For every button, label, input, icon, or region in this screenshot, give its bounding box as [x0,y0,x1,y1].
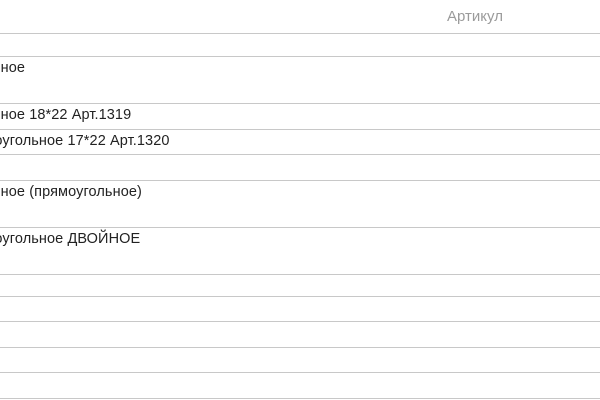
cell-name: Фото на металлокерамике овальное 18*22 А… [0,107,132,123]
table-row[interactable]: Портрет на стекле+крепеж [0,347,600,373]
table-row[interactable]: Фото в рамке [0,155,600,181]
cell-article [350,180,600,227]
column-header-name[interactable] [0,0,350,34]
column-header-article[interactable]: Артикул [350,0,600,34]
cell-name: Гравировка портретов [0,296,350,322]
cell-article [350,373,600,399]
table-header: Артикул [0,0,600,34]
cell-name [0,34,350,57]
cell-article [350,296,600,322]
table-row[interactable] [0,274,600,296]
table-body: Фото на металлокерамике овальное (прямоу… [0,33,600,399]
cell-name: Стекло 30*20 [0,373,350,399]
table-row[interactable]: Фото на металлокерамике овальное (прямоу… [0,57,600,104]
cell-article [350,274,600,296]
cell-article [350,34,600,57]
cell-name: Портрет на стекле+крепеж [0,347,350,373]
cell-article [350,129,600,155]
cell-name: Фото на металлокерамике прямоугольное ДВ… [0,230,141,247]
cell-article [350,347,600,373]
table-row[interactable] [0,34,600,57]
table-row[interactable]: Портрет на стекле 30*20 Арт.123 [0,322,600,348]
cell-name: Фото на металлокерамике прямоугольное 17… [0,132,170,149]
cell-article [350,322,600,348]
cell-article [350,227,600,274]
cell-article [350,57,600,104]
table-row[interactable]: Стекло 30*20 [0,373,600,399]
cell-name: Фото на металлокерамике овальное (прямоу… [0,183,142,200]
table-row[interactable]: Фото на металлокерамике прямоугольное 17… [0,129,600,155]
table-row[interactable]: Фото на металлокерамике овальное (прямоу… [0,180,600,227]
table-row[interactable]: Фото на металлокерамике прямоугольное ДВ… [0,227,600,274]
table-header-row: Артикул [0,0,600,34]
cell-name: Портрет на стекле 30*20 Арт.123 [0,322,350,348]
cell-article [350,155,600,181]
table-row[interactable]: Фото на металлокерамике овальное 18*22 А… [0,104,600,130]
cell-name [0,274,350,296]
cell-article [350,104,600,130]
cell-name: Фото на металлокерамике овальное (прямоу… [0,60,26,76]
table-row[interactable]: Гравировка портретов [0,296,600,322]
cell-name: Фото в рамке [0,155,350,181]
